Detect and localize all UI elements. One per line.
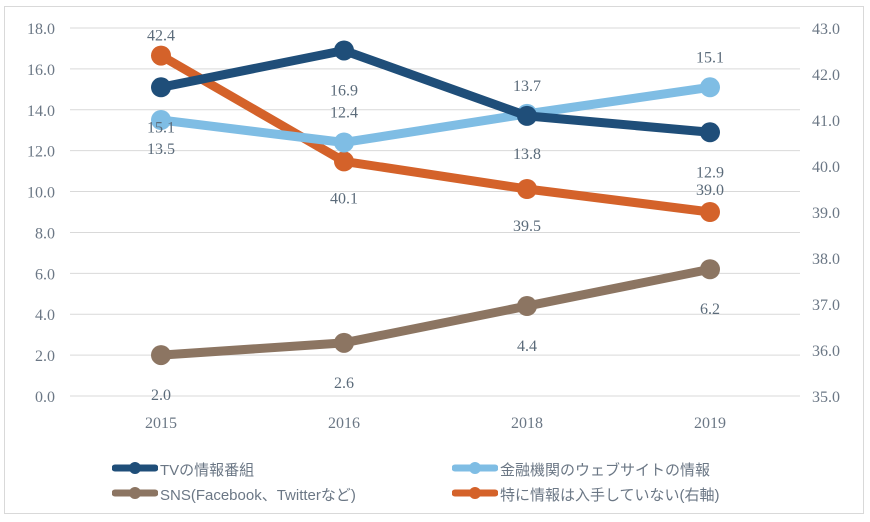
legend-item-none: 特に情報は入手していない(右軸)	[451, 484, 720, 505]
data-point	[151, 110, 171, 130]
series-line	[158, 51, 711, 217]
data-label: 16.9	[330, 82, 358, 99]
legend-swatch-tv	[111, 461, 160, 479]
data-label: 15.1	[147, 119, 175, 136]
x-tick-label: 2015	[145, 415, 177, 432]
y-left-tick-label: 8.0	[35, 225, 55, 242]
y-right-tick-label: 41.0	[812, 113, 840, 130]
y-right-tick-label: 37.0	[812, 297, 840, 314]
legend-label: 金融機関のウェブサイトの情報	[500, 462, 711, 479]
legend-swatch-website	[451, 461, 500, 479]
data-point	[334, 132, 354, 153]
data-point	[517, 179, 537, 199]
data-label: 15.1	[696, 49, 724, 66]
y-left-tick-label: 16.0	[27, 62, 55, 79]
data-point	[334, 40, 354, 61]
data-point	[700, 122, 720, 143]
legend-label: 特に情報は入手していない(右軸)	[500, 487, 720, 504]
data-label: 13.7	[513, 78, 541, 95]
data-label: 6.2	[700, 301, 720, 318]
series-line	[160, 264, 711, 360]
legend-label: TVの情報番組	[160, 462, 255, 479]
data-label: 42.4	[147, 28, 175, 45]
data-label: 13.8	[513, 146, 541, 163]
x-tick-label: 2018	[511, 415, 543, 432]
data-point	[700, 77, 720, 98]
y-left-tick-label: 6.0	[35, 266, 55, 283]
data-point	[151, 77, 171, 98]
y-left-tick-label: 12.0	[27, 144, 55, 161]
y-left-tick-label: 0.0	[35, 389, 55, 406]
legend-item-sns: SNS(Facebook、Twitterなど)	[111, 484, 356, 505]
data-point	[151, 345, 171, 366]
data-label: 4.4	[517, 338, 537, 355]
y-right-tick-label: 42.0	[812, 67, 840, 84]
data-point	[334, 151, 354, 172]
y-left-tick-label: 2.0	[35, 348, 55, 365]
data-point	[700, 202, 720, 222]
data-label: 12.9	[696, 164, 724, 181]
line-chart: 0.0 2.0 4.0 6.0 8.0 10.0 12.0 14.0 16.0 18.0 35.0 3…	[27, 21, 840, 432]
y-right-tick-label: 38.0	[812, 251, 840, 268]
legend-item-website: 金融機関のウェブサイトの情報	[451, 459, 711, 480]
series-line	[160, 82, 711, 147]
data-point	[517, 105, 537, 126]
x-tick-label: 2019	[694, 415, 726, 432]
data-label: 39.5	[513, 218, 541, 235]
legend-label: SNS(Facebook、Twitterなど)	[160, 487, 356, 504]
y-right-tick-label: 35.0	[812, 389, 840, 406]
data-label: 39.0	[696, 182, 724, 199]
chart-frame	[4, 6, 864, 514]
data-label: 2.0	[151, 387, 171, 404]
y-left-tick-label: 10.0	[27, 185, 55, 202]
y-right-tick-label: 40.0	[812, 159, 840, 176]
y-right-tick-label: 36.0	[812, 343, 840, 360]
y-left-tick-label: 14.0	[27, 103, 55, 120]
legend-swatch-sns	[111, 486, 160, 504]
data-point	[151, 45, 171, 66]
y-left-tick-label: 18.0	[27, 21, 55, 38]
y-right-tick-label: 43.0	[812, 21, 840, 38]
data-label: 13.5	[147, 141, 175, 158]
data-point	[334, 332, 354, 353]
data-label: 2.6	[334, 375, 354, 392]
series-line	[160, 45, 711, 137]
data-point	[517, 296, 537, 317]
legend-item-tv: TVの情報番組	[111, 459, 255, 480]
data-point	[700, 259, 720, 280]
legend-swatch-none	[451, 486, 500, 504]
x-tick-label: 2016	[328, 415, 360, 432]
y-left-tick-label: 4.0	[35, 307, 55, 324]
y-right-tick-label: 39.0	[812, 205, 840, 222]
data-label: 12.4	[330, 104, 358, 121]
data-label: 40.1	[330, 190, 358, 207]
